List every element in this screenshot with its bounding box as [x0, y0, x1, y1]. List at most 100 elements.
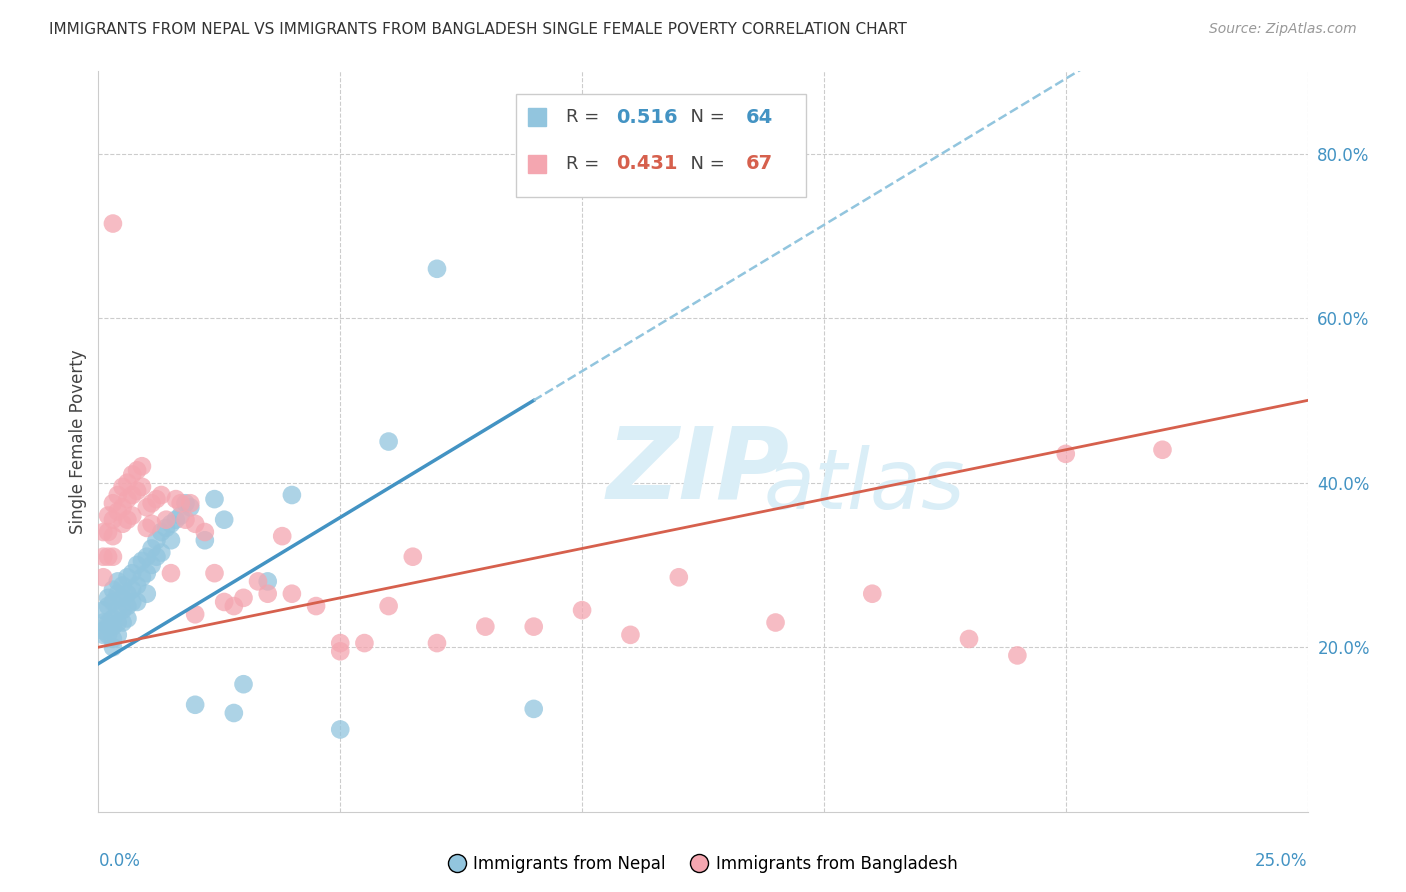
Point — [204, 566, 226, 581]
Point — [1152, 442, 1174, 457]
Point — [91, 628, 114, 642]
Point — [107, 603, 129, 617]
Point — [165, 492, 187, 507]
Point — [194, 524, 217, 539]
Point — [160, 533, 183, 548]
Point — [111, 615, 134, 630]
Point — [232, 591, 254, 605]
Point — [97, 619, 120, 633]
Point — [1054, 447, 1077, 461]
Point — [169, 508, 191, 523]
Point — [91, 524, 114, 539]
Text: Source: ZipAtlas.com: Source: ZipAtlas.com — [1209, 22, 1357, 37]
Point — [107, 488, 129, 502]
Point — [184, 698, 207, 712]
Point — [174, 513, 197, 527]
Point — [377, 599, 399, 613]
Text: R =: R = — [567, 108, 606, 127]
Point — [135, 549, 157, 564]
Point — [111, 516, 134, 531]
Point — [121, 566, 143, 581]
Point — [97, 524, 120, 539]
Point — [222, 599, 245, 613]
Point — [101, 632, 124, 646]
Point — [91, 549, 114, 564]
Point — [150, 488, 173, 502]
Text: 0.431: 0.431 — [616, 154, 678, 173]
Point — [256, 587, 278, 601]
Point — [111, 603, 134, 617]
Point — [179, 500, 201, 515]
Point — [150, 545, 173, 560]
Point — [131, 480, 153, 494]
Point — [121, 488, 143, 502]
Point — [141, 558, 163, 572]
Point — [91, 624, 114, 638]
Point — [141, 496, 163, 510]
Point — [523, 702, 546, 716]
Point — [160, 566, 183, 581]
Point — [619, 628, 641, 642]
Point — [91, 615, 114, 630]
Y-axis label: Single Female Poverty: Single Female Poverty — [69, 350, 87, 533]
Point — [127, 483, 149, 498]
Point — [329, 723, 352, 737]
Point — [155, 521, 177, 535]
Text: atlas: atlas — [763, 445, 965, 526]
Point — [101, 529, 124, 543]
Point — [194, 533, 217, 548]
Point — [402, 549, 425, 564]
Point — [101, 595, 124, 609]
Point — [571, 603, 593, 617]
Text: N =: N = — [679, 155, 730, 173]
Point — [101, 640, 124, 655]
Point — [765, 615, 787, 630]
Text: 0.0%: 0.0% — [98, 853, 141, 871]
Point — [107, 587, 129, 601]
Point — [127, 595, 149, 609]
Point — [111, 591, 134, 605]
Point — [141, 516, 163, 531]
Point — [222, 706, 245, 720]
Point — [204, 492, 226, 507]
Point — [101, 217, 124, 231]
Point — [305, 599, 328, 613]
Point — [111, 500, 134, 515]
Point — [135, 521, 157, 535]
Point — [101, 496, 124, 510]
Point — [131, 554, 153, 568]
Point — [141, 541, 163, 556]
Point — [107, 615, 129, 630]
Point — [135, 587, 157, 601]
Point — [97, 591, 120, 605]
Point — [165, 513, 187, 527]
Point — [131, 570, 153, 584]
Point — [97, 599, 120, 613]
Text: 25.0%: 25.0% — [1256, 853, 1308, 871]
Point — [101, 513, 124, 527]
Point — [97, 549, 120, 564]
Point — [668, 570, 690, 584]
Point — [281, 488, 304, 502]
Point — [127, 578, 149, 592]
Point — [107, 628, 129, 642]
Point — [97, 508, 120, 523]
Point — [117, 475, 139, 490]
Point — [179, 496, 201, 510]
Text: IMMIGRANTS FROM NEPAL VS IMMIGRANTS FROM BANGLADESH SINGLE FEMALE POVERTY CORREL: IMMIGRANTS FROM NEPAL VS IMMIGRANTS FROM… — [49, 22, 907, 37]
Text: 64: 64 — [745, 108, 772, 127]
Point — [127, 558, 149, 572]
Point — [212, 595, 235, 609]
Point — [97, 615, 120, 630]
Point — [329, 636, 352, 650]
Point — [101, 549, 124, 564]
Text: N =: N = — [679, 108, 730, 127]
Text: 0.516: 0.516 — [616, 108, 678, 127]
Point — [184, 516, 207, 531]
Point — [127, 463, 149, 477]
Point — [101, 582, 124, 597]
Text: R =: R = — [567, 155, 606, 173]
Point — [117, 492, 139, 507]
Point — [117, 611, 139, 625]
Point — [212, 513, 235, 527]
